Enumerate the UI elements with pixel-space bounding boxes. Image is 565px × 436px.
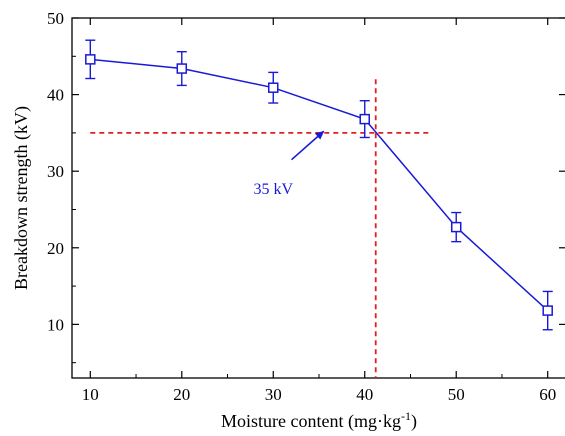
x-axis-title-close: )	[411, 411, 417, 432]
y-tick-label-50: 50	[47, 9, 64, 28]
y-tick-label-40: 40	[47, 86, 64, 105]
annotation-label: 35 kV	[253, 181, 293, 198]
x-axis-title: Moisture content (mg·kg-1)	[221, 409, 417, 432]
data-point-40	[359, 113, 370, 125]
x-axis-title-main: Moisture content (mg·kg	[221, 411, 401, 432]
data-point-50	[450, 221, 462, 233]
plot-frame	[71, 17, 565, 379]
x-tick-label-50: 50	[448, 385, 465, 404]
y-axis-title: Breakdown strength (kV)	[11, 106, 32, 290]
data-point-30	[268, 82, 279, 93]
data-series	[85, 39, 553, 331]
reference-lines	[90, 79, 429, 378]
axis-ticks: 10 20 30 40 50 60 10 20 30 40 50	[47, 9, 565, 404]
x-tick-label-60: 60	[539, 385, 556, 404]
data-point-20	[176, 63, 188, 74]
x-tick-label-20: 20	[173, 385, 190, 404]
x-tick-label-40: 40	[356, 385, 373, 404]
x-axis-title-sup: -1	[401, 409, 411, 423]
y-tick-label-10: 10	[47, 315, 64, 334]
data-point-60	[542, 305, 553, 316]
y-tick-label-20: 20	[47, 239, 64, 258]
annotation: 35 kV	[253, 130, 325, 198]
data-point-10	[85, 54, 96, 65]
x-tick-label-10: 10	[82, 385, 99, 404]
series-line	[90, 58, 549, 312]
annotation-arrow	[291, 130, 325, 161]
x-tick-label-30: 30	[265, 385, 282, 404]
y-tick-label-30: 30	[47, 162, 64, 181]
